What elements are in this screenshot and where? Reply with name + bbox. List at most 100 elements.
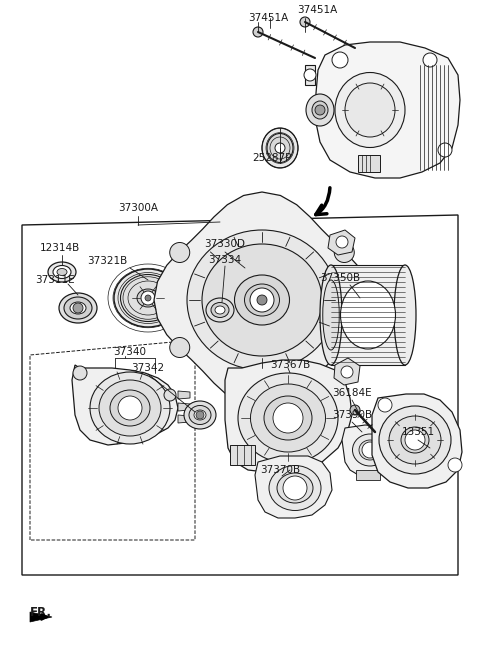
Ellipse shape xyxy=(312,101,328,119)
Ellipse shape xyxy=(359,440,381,460)
Polygon shape xyxy=(22,215,458,575)
Text: 37367B: 37367B xyxy=(270,360,310,370)
Ellipse shape xyxy=(235,275,289,325)
Circle shape xyxy=(425,445,439,459)
Text: 37334: 37334 xyxy=(208,255,241,265)
Circle shape xyxy=(164,389,176,401)
Circle shape xyxy=(170,243,190,262)
Polygon shape xyxy=(356,470,380,480)
Ellipse shape xyxy=(262,128,298,168)
Ellipse shape xyxy=(64,297,92,319)
Circle shape xyxy=(378,398,392,412)
Polygon shape xyxy=(305,65,315,85)
Ellipse shape xyxy=(335,73,405,148)
Ellipse shape xyxy=(90,372,170,444)
Circle shape xyxy=(170,337,190,358)
Ellipse shape xyxy=(306,94,334,126)
Circle shape xyxy=(145,295,151,301)
Circle shape xyxy=(250,288,274,312)
Ellipse shape xyxy=(48,262,76,282)
Ellipse shape xyxy=(57,268,67,276)
Circle shape xyxy=(275,143,285,153)
Text: 37342: 37342 xyxy=(132,363,165,373)
Ellipse shape xyxy=(277,473,313,503)
Text: 13351: 13351 xyxy=(401,427,434,437)
Text: 12314B: 12314B xyxy=(40,243,80,253)
Polygon shape xyxy=(178,391,190,399)
Ellipse shape xyxy=(114,269,182,327)
Ellipse shape xyxy=(264,396,312,440)
Ellipse shape xyxy=(323,280,339,350)
Ellipse shape xyxy=(340,281,396,349)
Circle shape xyxy=(304,69,316,81)
Polygon shape xyxy=(178,403,190,411)
Circle shape xyxy=(315,105,325,115)
Ellipse shape xyxy=(251,384,325,452)
Ellipse shape xyxy=(211,302,229,318)
Ellipse shape xyxy=(269,466,321,510)
Polygon shape xyxy=(230,445,255,465)
Polygon shape xyxy=(255,456,332,518)
Text: 37330D: 37330D xyxy=(204,239,245,249)
Ellipse shape xyxy=(187,230,337,370)
Ellipse shape xyxy=(194,410,206,420)
Ellipse shape xyxy=(137,289,159,307)
Polygon shape xyxy=(178,415,190,423)
Text: 37370B: 37370B xyxy=(260,465,300,475)
Polygon shape xyxy=(334,358,360,385)
Ellipse shape xyxy=(345,83,395,137)
Ellipse shape xyxy=(189,405,211,424)
Text: 37451A: 37451A xyxy=(248,13,288,23)
Circle shape xyxy=(300,17,310,27)
Ellipse shape xyxy=(238,373,338,463)
Ellipse shape xyxy=(389,416,441,464)
Polygon shape xyxy=(328,230,355,255)
Circle shape xyxy=(257,295,267,305)
Ellipse shape xyxy=(379,406,451,474)
Circle shape xyxy=(438,143,452,157)
Ellipse shape xyxy=(202,244,322,356)
Text: 37350B: 37350B xyxy=(320,273,360,283)
Ellipse shape xyxy=(53,266,71,279)
Circle shape xyxy=(141,291,155,305)
Ellipse shape xyxy=(352,434,387,466)
Polygon shape xyxy=(342,425,396,476)
Circle shape xyxy=(341,366,353,378)
Circle shape xyxy=(448,458,462,472)
Text: 37321B: 37321B xyxy=(87,256,127,266)
Ellipse shape xyxy=(120,274,176,321)
Ellipse shape xyxy=(99,380,161,436)
Circle shape xyxy=(332,52,348,68)
Circle shape xyxy=(73,303,83,313)
Circle shape xyxy=(253,27,263,37)
Text: 37390B: 37390B xyxy=(332,410,372,420)
Ellipse shape xyxy=(267,134,293,163)
Ellipse shape xyxy=(320,265,342,365)
Text: 37340: 37340 xyxy=(113,347,146,357)
Polygon shape xyxy=(30,612,52,622)
Circle shape xyxy=(196,411,204,419)
Polygon shape xyxy=(358,155,380,172)
Ellipse shape xyxy=(59,293,97,323)
Text: 25287P: 25287P xyxy=(252,153,292,163)
Ellipse shape xyxy=(215,306,225,314)
Polygon shape xyxy=(315,42,460,178)
Ellipse shape xyxy=(401,427,429,453)
Ellipse shape xyxy=(110,390,150,426)
Text: 37451A: 37451A xyxy=(297,5,337,15)
Circle shape xyxy=(336,236,348,248)
Polygon shape xyxy=(331,265,405,365)
Circle shape xyxy=(283,476,307,500)
Circle shape xyxy=(350,405,360,415)
Text: FR.: FR. xyxy=(30,605,52,619)
Circle shape xyxy=(423,53,437,67)
Text: 36184E: 36184E xyxy=(332,388,372,398)
Circle shape xyxy=(118,396,142,420)
Circle shape xyxy=(362,442,378,458)
Ellipse shape xyxy=(184,401,216,429)
Polygon shape xyxy=(72,365,178,445)
Circle shape xyxy=(334,337,354,358)
Circle shape xyxy=(334,243,354,262)
Text: 37311E: 37311E xyxy=(35,275,75,285)
Circle shape xyxy=(405,430,425,450)
